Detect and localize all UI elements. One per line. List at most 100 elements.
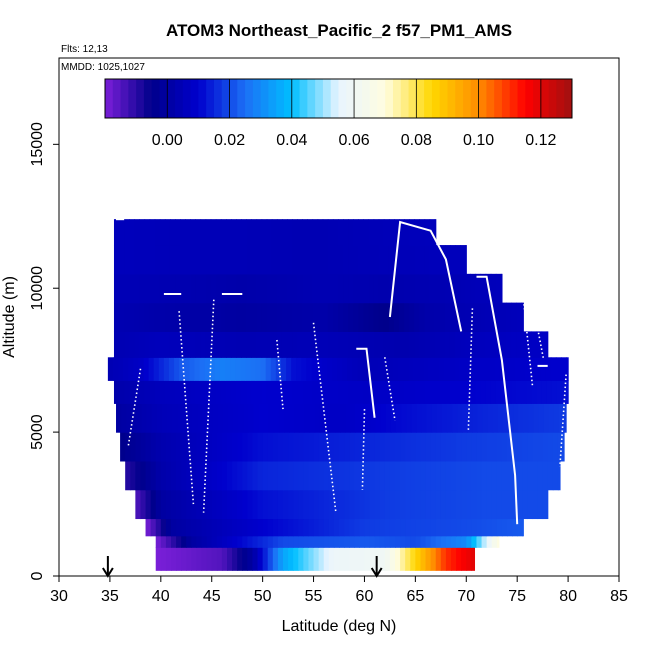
heatmap-cell xyxy=(171,489,177,520)
heatmap-cell xyxy=(434,245,441,275)
heatmap-cell xyxy=(440,432,447,462)
heatmap-cell xyxy=(485,331,492,358)
heatmap-cell xyxy=(267,547,274,571)
heatmap-cell xyxy=(430,535,437,548)
heatmap-cell xyxy=(548,403,555,433)
colorbar-segment xyxy=(245,79,254,118)
heatmap-cell xyxy=(189,357,196,381)
heatmap-cell xyxy=(354,547,360,571)
heatmap-cell xyxy=(266,273,273,304)
colorbar-segment xyxy=(182,79,192,118)
heatmap-cell xyxy=(337,219,344,246)
heatmap-cell xyxy=(434,219,437,246)
heatmap-cell xyxy=(149,380,156,404)
heatmap-cell xyxy=(201,432,208,462)
heatmap-cell xyxy=(445,460,452,491)
heatmap-cell xyxy=(344,489,350,520)
heatmap-cell xyxy=(538,403,545,433)
heatmap-cell xyxy=(533,403,540,433)
heatmap-cell xyxy=(201,518,208,537)
heatmap-cell xyxy=(344,432,350,462)
heatmap-cell xyxy=(312,302,319,332)
heatmap-cell xyxy=(452,403,458,433)
heatmap-cell xyxy=(333,547,340,571)
heatmap-cell xyxy=(353,219,359,246)
heatmap-cell xyxy=(461,547,467,571)
heatmap-cell xyxy=(513,403,519,433)
heatmap-cell xyxy=(160,518,167,537)
heatmap-cell xyxy=(186,460,192,491)
heatmap-cell xyxy=(192,403,199,433)
heatmap-cell xyxy=(283,518,289,537)
heatmap-cell xyxy=(215,331,222,358)
heatmap-cell xyxy=(297,302,303,332)
heatmap-cell xyxy=(160,432,167,462)
heatmap-cell xyxy=(535,357,542,381)
heatmap-cell xyxy=(374,518,381,537)
heatmap-cell xyxy=(222,403,229,433)
heatmap-cell xyxy=(155,432,162,462)
heatmap-cell xyxy=(186,547,192,571)
heatmap-cell xyxy=(273,403,280,433)
heatmap-cell xyxy=(500,380,507,404)
heatmap-cell xyxy=(423,357,430,381)
heatmap-cell xyxy=(145,460,152,491)
heatmap-cell xyxy=(252,535,259,548)
heatmap-cell xyxy=(496,460,503,491)
heatmap-cell xyxy=(465,245,467,275)
heatmap-cell xyxy=(480,380,487,404)
x-tick-label: 30 xyxy=(50,588,68,605)
heatmap-cell xyxy=(460,245,466,275)
heatmap-cell xyxy=(451,432,457,462)
heatmap-cell xyxy=(344,547,350,571)
heatmap-cell xyxy=(250,357,257,381)
heatmap-cell xyxy=(363,331,370,358)
heatmap-cell xyxy=(262,535,269,548)
heatmap-cell xyxy=(496,489,503,520)
heatmap-cell xyxy=(237,535,243,548)
heatmap-cell xyxy=(425,535,432,548)
heatmap-cell xyxy=(262,460,269,491)
heatmap-cell xyxy=(373,331,380,358)
heatmap-cell xyxy=(313,535,320,548)
heatmap-cell xyxy=(409,219,415,246)
heatmap-cell xyxy=(435,432,442,462)
heatmap-cell xyxy=(272,535,279,548)
heatmap-cell xyxy=(393,331,400,358)
heatmap-cell xyxy=(200,302,207,332)
heatmap-cell xyxy=(470,331,477,358)
heatmap-cell xyxy=(220,219,227,246)
heatmap-cell xyxy=(471,518,478,537)
heatmap-cell xyxy=(358,273,365,304)
heatmap-cell xyxy=(405,535,411,548)
heatmap-cell xyxy=(466,489,472,520)
heatmap-cell xyxy=(272,547,279,571)
colorbar-segment xyxy=(190,79,199,118)
heatmap-cell xyxy=(428,357,435,381)
heatmap-cell xyxy=(414,219,421,246)
heatmap-cell xyxy=(322,302,329,332)
heatmap-cell xyxy=(399,219,405,246)
heatmap-row xyxy=(113,331,549,358)
heatmap-cell xyxy=(520,357,526,381)
heatmap-cell xyxy=(195,302,202,332)
heatmap-cell xyxy=(292,331,298,358)
heatmap-cell xyxy=(119,273,125,304)
heatmap-cell xyxy=(200,331,207,358)
heatmap-cell xyxy=(318,432,325,462)
heatmap-cell xyxy=(429,302,436,332)
heatmap-cell xyxy=(479,357,486,381)
heatmap-cell xyxy=(255,357,262,381)
heatmap-cell xyxy=(139,219,146,246)
heatmap-cell xyxy=(481,489,488,520)
heatmap-cell xyxy=(144,245,151,275)
heatmap-cell xyxy=(532,489,539,520)
heatmap-cell xyxy=(185,331,191,358)
heatmap-cell xyxy=(289,403,295,433)
heatmap-cell xyxy=(475,331,482,358)
heatmap-cell xyxy=(155,489,162,520)
heatmap-cell xyxy=(276,219,283,246)
colorbar-segment xyxy=(470,79,480,118)
heatmap-cell xyxy=(480,302,487,332)
heatmap-cell xyxy=(333,489,340,520)
